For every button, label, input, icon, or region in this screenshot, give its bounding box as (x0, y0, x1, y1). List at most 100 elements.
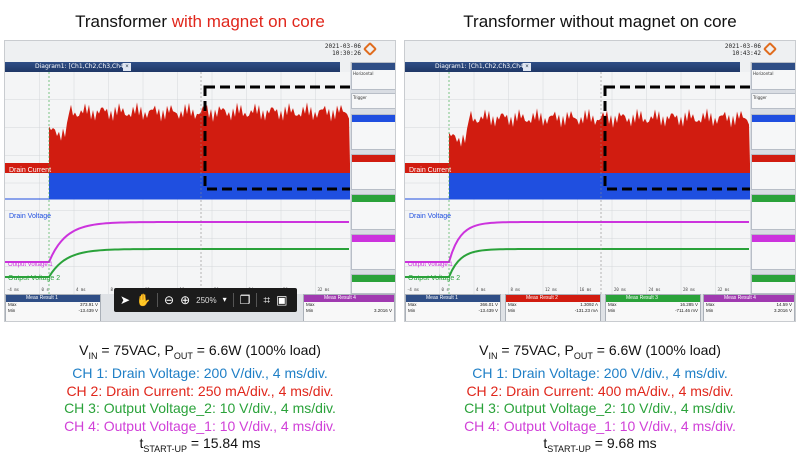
cursor-result[interactable] (751, 274, 795, 294)
image-viewer-toolbar: ➤ ✋ ⊖ ⊕ 250% ▾ ❐ ⌗ ▣ (114, 288, 297, 312)
output-voltage-1-trace (5, 221, 349, 263)
time-tick-label: 0 s (441, 287, 449, 292)
caption-ch1: CH 1: Drain Voltage: 200 V/div., 4 ms/di… (472, 365, 728, 382)
close-icon[interactable]: × (123, 63, 131, 71)
label-drain-current: Drain Current (9, 167, 52, 174)
crop-icon[interactable]: ⌗ (263, 293, 271, 307)
caption-startup-time: tSTART-UP = 9.68 ms (543, 435, 657, 453)
caption-ch2: CH 2: Drain Current: 400 mA/div., 4 ms/d… (466, 382, 734, 399)
scope-datetime: 2021-03-06 10:43:42 (724, 43, 761, 57)
scope-side-panel: Horizontal Trigger (350, 62, 395, 294)
close-icon[interactable]: × (523, 63, 531, 71)
waveform-svg (405, 72, 750, 294)
zoom-level[interactable]: 250% (196, 295, 217, 305)
scope-side-panel: Horizontal Trigger (750, 62, 795, 294)
meas-result-1[interactable]: Meas Result 1 Max 373.91 V Min -13.439 V (5, 294, 101, 321)
ch1-settings[interactable] (351, 114, 395, 150)
drain-voltage-trace (49, 173, 350, 199)
measurement-row: Meas Result 1 Max 373.91 V Min -13.439 V M… (5, 294, 395, 321)
diagram-tab-bar[interactable]: Diagram1: [Ch1,Ch2,Ch3,Ch4] × (5, 62, 340, 72)
caption-ch3: CH 3: Output Voltage_2: 10 V/div., 4 ms/… (464, 400, 736, 417)
caption-ch4: CH 4: Output Voltage_1: 10 V/div., 4 ms/… (64, 417, 336, 434)
measurement-row: Meas Result 1 Max 366.01 V Min -13.439 V M… (405, 294, 795, 321)
trigger-settings[interactable]: Trigger (351, 93, 395, 109)
label-output-voltage-2: Output Voltage 2 (8, 275, 61, 282)
save-icon[interactable]: ▣ (276, 293, 288, 307)
trigger-settings[interactable]: Trigger (751, 93, 795, 109)
panel-title: Transformer without magnet on core (463, 12, 737, 31)
diagram-tab-bar[interactable]: Diagram1: [Ch1,Ch2,Ch3,Ch4] × (405, 62, 740, 72)
meas-result-2[interactable]: Meas Result 2 Max 1.3092 A Min -131.23 mA (505, 294, 601, 321)
ch4-settings[interactable] (751, 234, 795, 270)
oscilloscope-screenshot: 2021-03-06 10:43:42 Diagram1: [Ch1,Ch2,Ch… (404, 40, 796, 322)
drain-current-trace (449, 108, 750, 164)
caption-startup-time: tSTART-UP = 15.84 ms (139, 435, 261, 453)
meas-result-1[interactable]: Meas Result 1 Max 366.01 V Min -13.439 V (405, 294, 501, 321)
time-tick-label: 8 ms (510, 287, 521, 292)
caption-ch4: CH 4: Output Voltage_1: 10 V/div., 4 ms/… (464, 417, 736, 434)
panel-with-magnet: Transformer with magnet on core 2021-03-… (4, 0, 396, 453)
time-tick-label: -4 ms (407, 287, 420, 292)
time-tick-label: 16 ms (579, 287, 592, 292)
caption-ch2: CH 2: Drain Current: 250 mA/div., 4 ms/d… (66, 382, 334, 399)
time-tick-label: 4 ms (476, 287, 486, 292)
meas-result-4[interactable]: Meas Result 4 Max 14.59 V Min 3.2016 V (703, 294, 795, 321)
drain-voltage-trace (449, 173, 750, 199)
label-drain-voltage: Drain Voltage (9, 213, 52, 220)
chevron-down-icon[interactable]: ▾ (222, 295, 227, 304)
output-voltage-2-trace (5, 248, 349, 278)
copy-icon[interactable]: ❐ (239, 293, 251, 307)
ch3-settings[interactable] (751, 194, 795, 230)
label-output-voltage-1: Output Voltage 1 (8, 262, 53, 268)
time-tick-label: -4 ms (7, 287, 20, 292)
time-tick-label: 32 ms (317, 287, 330, 292)
caption: VIN = 75VAC, POUT = 6.6W (100% load) CH … (4, 342, 396, 453)
panel-without-magnet: Transformer without magnet on core 2021-… (404, 0, 796, 453)
panel-title: Transformer with magnet on core (75, 12, 325, 31)
label-output-voltage-1: Output Voltage 1 (408, 262, 453, 268)
zoom-highlight-box (603, 85, 750, 191)
diagram-tab-label: Diagram1: [Ch1,Ch2,Ch3,Ch4] (435, 63, 527, 70)
ch3-settings[interactable] (351, 194, 395, 230)
caption-conditions: VIN = 75VAC, POUT = 6.6W (100% load) (479, 342, 721, 361)
ch4-settings[interactable] (351, 234, 395, 270)
output-voltage-1-trace (405, 221, 749, 263)
drain-current-trace (49, 102, 350, 164)
time-tick-label: 4 ms (76, 287, 86, 292)
caption: VIN = 75VAC, POUT = 6.6W (100% load) CH … (404, 342, 796, 453)
ch2-settings[interactable] (751, 154, 795, 190)
waveform-plot: Drain Current Drain Voltage Output Volta… (405, 72, 750, 294)
output-voltage-2-trace (405, 248, 749, 278)
scope-datetime: 2021-03-06 10:30:26 (324, 43, 361, 57)
diagram-tab-label: Diagram1: [Ch1,Ch2,Ch3,Ch4] (35, 63, 127, 70)
waveform-plot: Drain Current Drain Voltage Output Volta… (5, 72, 350, 294)
caption-ch3: CH 3: Output Voltage_2: 10 V/div., 4 ms/… (64, 400, 336, 417)
label-drain-current: Drain Current (409, 167, 452, 174)
time-tick-label: 20 ms (614, 287, 627, 292)
zoom-highlight-box (203, 85, 350, 191)
label-output-voltage-2: Output Voltage 2 (408, 275, 461, 282)
ch1-settings[interactable] (751, 114, 795, 150)
time-tick-label: 24 ms (648, 287, 661, 292)
horizontal-settings[interactable]: Horizontal (351, 62, 395, 90)
meas-result-3[interactable]: Meas Result 3 Max 16.285 V Min -711.46 mV (605, 294, 701, 321)
zoom-in-icon[interactable]: ⊕ (180, 293, 191, 307)
time-tick-label: 12 ms (545, 287, 558, 292)
time-tick-label: 0 s (41, 287, 49, 292)
oscilloscope-screenshot: 2021-03-06 10:30:26 Diagram1: [Ch1,Ch2,Ch… (4, 40, 396, 322)
waveform-svg (5, 72, 350, 294)
time-tick-label: 28 ms (683, 287, 696, 292)
meas-result-4[interactable]: Meas Result 4 Max Min 3.2016 V (303, 294, 395, 321)
pan-hand-icon[interactable]: ✋ (136, 293, 152, 307)
drain-current-label-band (5, 165, 350, 173)
zoom-out-icon[interactable]: ⊖ (164, 293, 175, 307)
drain-current-label-band (405, 165, 750, 173)
scope-logo-icon (762, 41, 778, 57)
ch2-settings[interactable] (351, 154, 395, 190)
caption-conditions: VIN = 75VAC, POUT = 6.6W (100% load) (79, 342, 321, 361)
horizontal-settings[interactable]: Horizontal (751, 62, 795, 90)
cursor-result[interactable] (351, 274, 395, 294)
caption-ch1: CH 1: Drain Voltage: 200 V/div., 4 ms/di… (72, 365, 328, 382)
pointer-icon[interactable]: ➤ (120, 293, 131, 307)
label-drain-voltage: Drain Voltage (409, 213, 452, 220)
